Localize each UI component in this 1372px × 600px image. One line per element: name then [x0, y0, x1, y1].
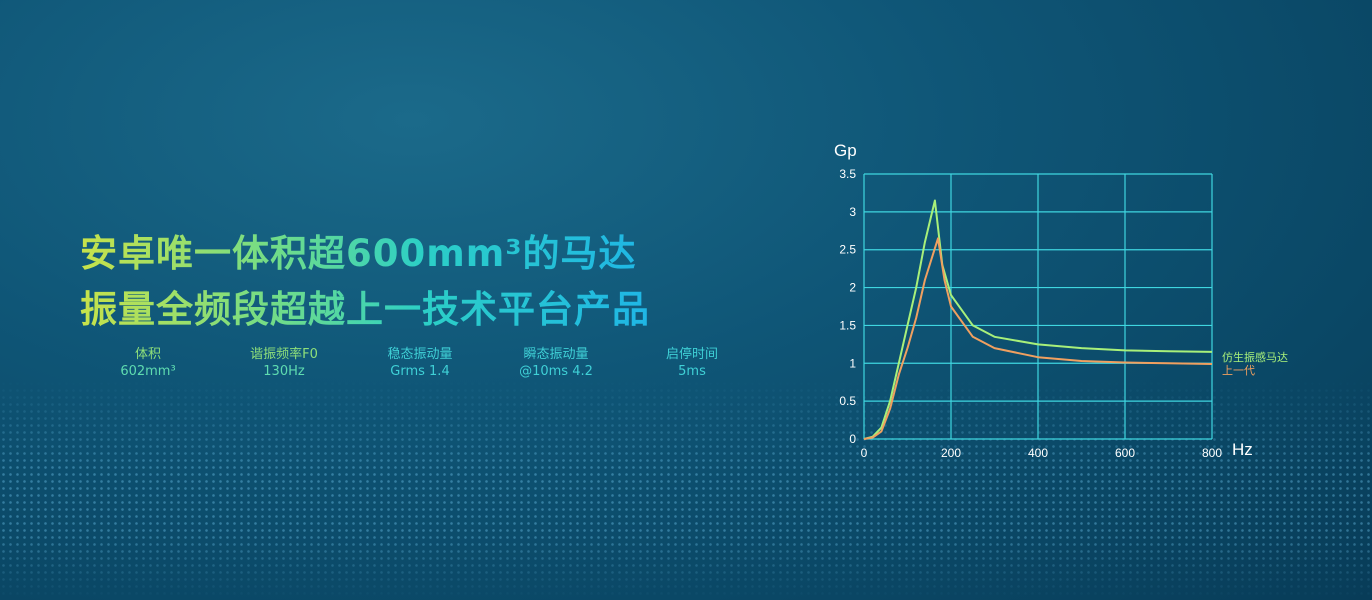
- y-tick-label: 2: [849, 281, 856, 295]
- spec-value: @10ms 4.2: [519, 364, 593, 379]
- spec-item: 谐振频率F0 130Hz: [216, 346, 352, 380]
- y-axis-label: Gp: [834, 141, 857, 160]
- spec-item: 体积 602mm³: [80, 346, 216, 380]
- spec-value: 130Hz: [263, 364, 305, 379]
- spec-item: 瞬态振动量 @10ms 4.2: [488, 346, 624, 380]
- spec-item: 启停时间 5ms: [624, 346, 760, 380]
- y-tick-label: 3.5: [839, 167, 856, 181]
- legend-label-0: 仿生振感马达: [1222, 350, 1288, 364]
- spec-label: 体积: [134, 347, 161, 362]
- series-line-1: [863, 237, 1213, 440]
- spec-value: 602mm³: [120, 364, 176, 379]
- spec-value: Grms 1.4: [390, 364, 450, 379]
- particle-wave-background: [0, 380, 1372, 600]
- y-tick-label: 3: [849, 205, 856, 219]
- y-tick-label: 2.5: [839, 243, 856, 257]
- y-tick-label: 0: [849, 432, 856, 446]
- spec-label: 启停时间: [665, 347, 718, 362]
- x-tick-label: 200: [941, 446, 961, 460]
- spec-item: 稳态振动量 Grms 1.4: [352, 346, 488, 380]
- spec-label: 瞬态振动量: [523, 347, 589, 362]
- y-tick-label: 1: [849, 356, 856, 370]
- spec-list: 体积 602mm³ 谐振频率F0 130Hz 稳态振动量 Grms 1.4 瞬态振动量…: [80, 346, 760, 380]
- x-tick-label: 400: [1028, 446, 1048, 460]
- x-tick-label: 800: [1202, 446, 1222, 460]
- x-tick-label: 600: [1115, 446, 1135, 460]
- spec-label: 谐振频率F0: [250, 347, 318, 362]
- legend-label-1: 上一代: [1222, 364, 1255, 377]
- y-tick-label: 0.5: [839, 394, 856, 408]
- y-tick-label: 1.5: [839, 318, 856, 332]
- spec-label: 稳态振动量: [387, 347, 453, 362]
- x-tick-label: 0: [861, 446, 868, 460]
- spec-value: 5ms: [678, 364, 706, 379]
- series-line-0: [863, 199, 1213, 440]
- x-axis-label: Hz: [1232, 440, 1253, 459]
